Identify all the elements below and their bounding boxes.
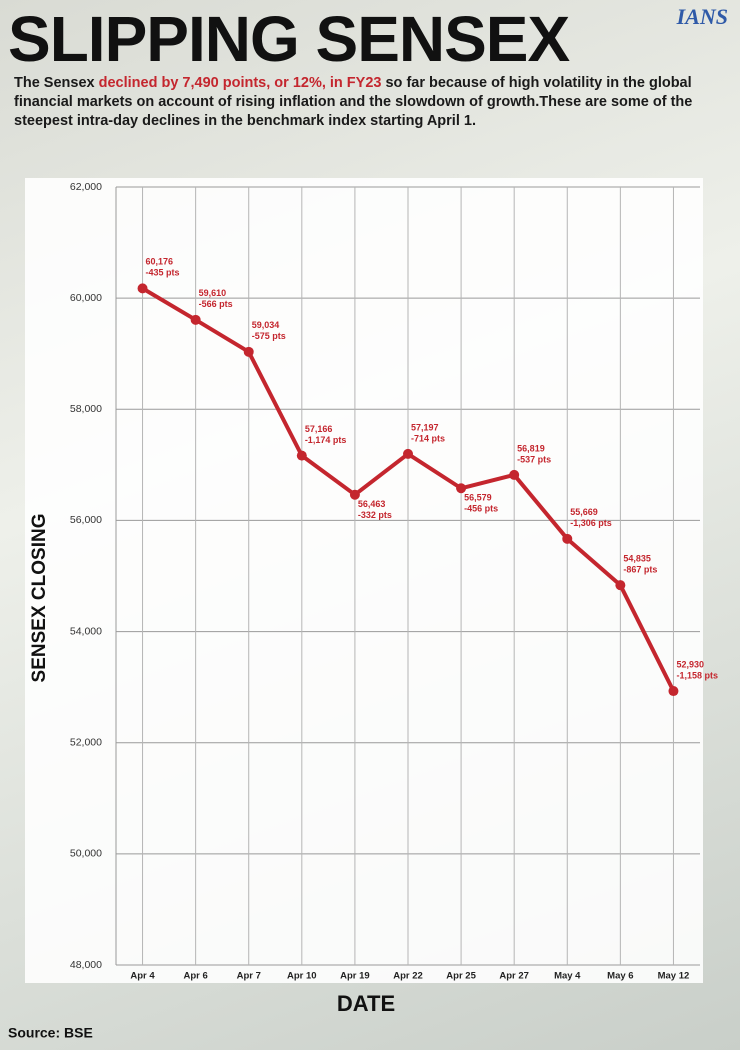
data-point <box>456 483 467 494</box>
change-label: -435 pts <box>146 268 180 278</box>
y-tick-label: 56,000 <box>70 514 102 526</box>
change-label: -537 pts <box>517 454 551 464</box>
x-tick-label: May 4 <box>554 971 581 982</box>
value-label: 60,176 <box>146 257 174 267</box>
value-label: 57,197 <box>411 422 439 432</box>
data-point <box>349 489 360 500</box>
x-tick-label: Apr 4 <box>130 971 155 982</box>
change-label: -1,158 pts <box>676 670 718 680</box>
y-tick-label: 48,000 <box>70 959 102 971</box>
data-point <box>615 580 626 591</box>
y-tick-label: 62,000 <box>70 181 102 193</box>
x-tick-label: Apr 19 <box>340 971 370 982</box>
change-label: -1,174 pts <box>305 435 347 445</box>
value-label: 56,463 <box>358 499 386 509</box>
change-label: -566 pts <box>199 299 233 309</box>
subtitle-text: so far because of high volatility in the… <box>14 75 693 129</box>
x-tick-label: Apr 10 <box>287 971 317 982</box>
change-label: -332 pts <box>358 510 392 520</box>
change-label: -1,306 pts <box>570 518 612 528</box>
value-label: 54,835 <box>623 554 651 564</box>
x-tick-label: Apr 27 <box>499 971 529 982</box>
value-label: 56,819 <box>517 443 545 453</box>
change-label: -575 pts <box>252 331 286 341</box>
x-axis-label: DATE <box>337 991 395 1016</box>
value-label: 56,579 <box>464 493 492 503</box>
y-tick-label: 54,000 <box>70 625 102 637</box>
x-tick-label: May 12 <box>658 971 690 982</box>
x-tick-label: May 6 <box>607 971 633 982</box>
value-label: 57,166 <box>305 424 333 434</box>
y-tick-label: 58,000 <box>70 403 102 415</box>
data-point <box>296 450 307 461</box>
x-tick-label: Apr 22 <box>393 971 423 982</box>
y-tick-label: 60,000 <box>70 292 102 304</box>
logo: IANS <box>676 4 728 29</box>
chart-panel <box>25 178 703 983</box>
value-label: 52,930 <box>676 659 704 669</box>
source: Source: BSE <box>8 1025 93 1041</box>
subtitle-highlight: declined by 7,490 points, or 12%, in FY2… <box>98 75 382 91</box>
value-label: 59,034 <box>252 320 280 330</box>
data-point <box>137 283 148 294</box>
data-point <box>562 533 573 544</box>
change-label: -867 pts <box>623 565 657 575</box>
x-tick-label: Apr 25 <box>446 971 476 982</box>
y-tick-label: 50,000 <box>70 848 102 860</box>
data-point <box>668 686 679 697</box>
x-tick-label: Apr 6 <box>183 971 207 982</box>
data-point <box>509 469 520 480</box>
title: SLIPPING SENSEX <box>8 3 570 75</box>
y-tick-label: 52,000 <box>70 736 102 748</box>
value-label: 55,669 <box>570 507 598 517</box>
y-axis-label: SENSEX CLOSING <box>29 514 50 683</box>
data-point <box>403 448 413 459</box>
subtitle-text: The Sensex <box>14 75 99 91</box>
change-label: -456 pts <box>464 504 498 514</box>
value-label: 59,610 <box>199 288 227 298</box>
data-point <box>190 314 201 325</box>
data-point <box>243 346 254 357</box>
change-label: -714 pts <box>411 433 445 443</box>
subtitle: The Sensex declined by 7,490 points, or … <box>14 74 726 131</box>
x-tick-label: Apr 7 <box>237 971 261 982</box>
